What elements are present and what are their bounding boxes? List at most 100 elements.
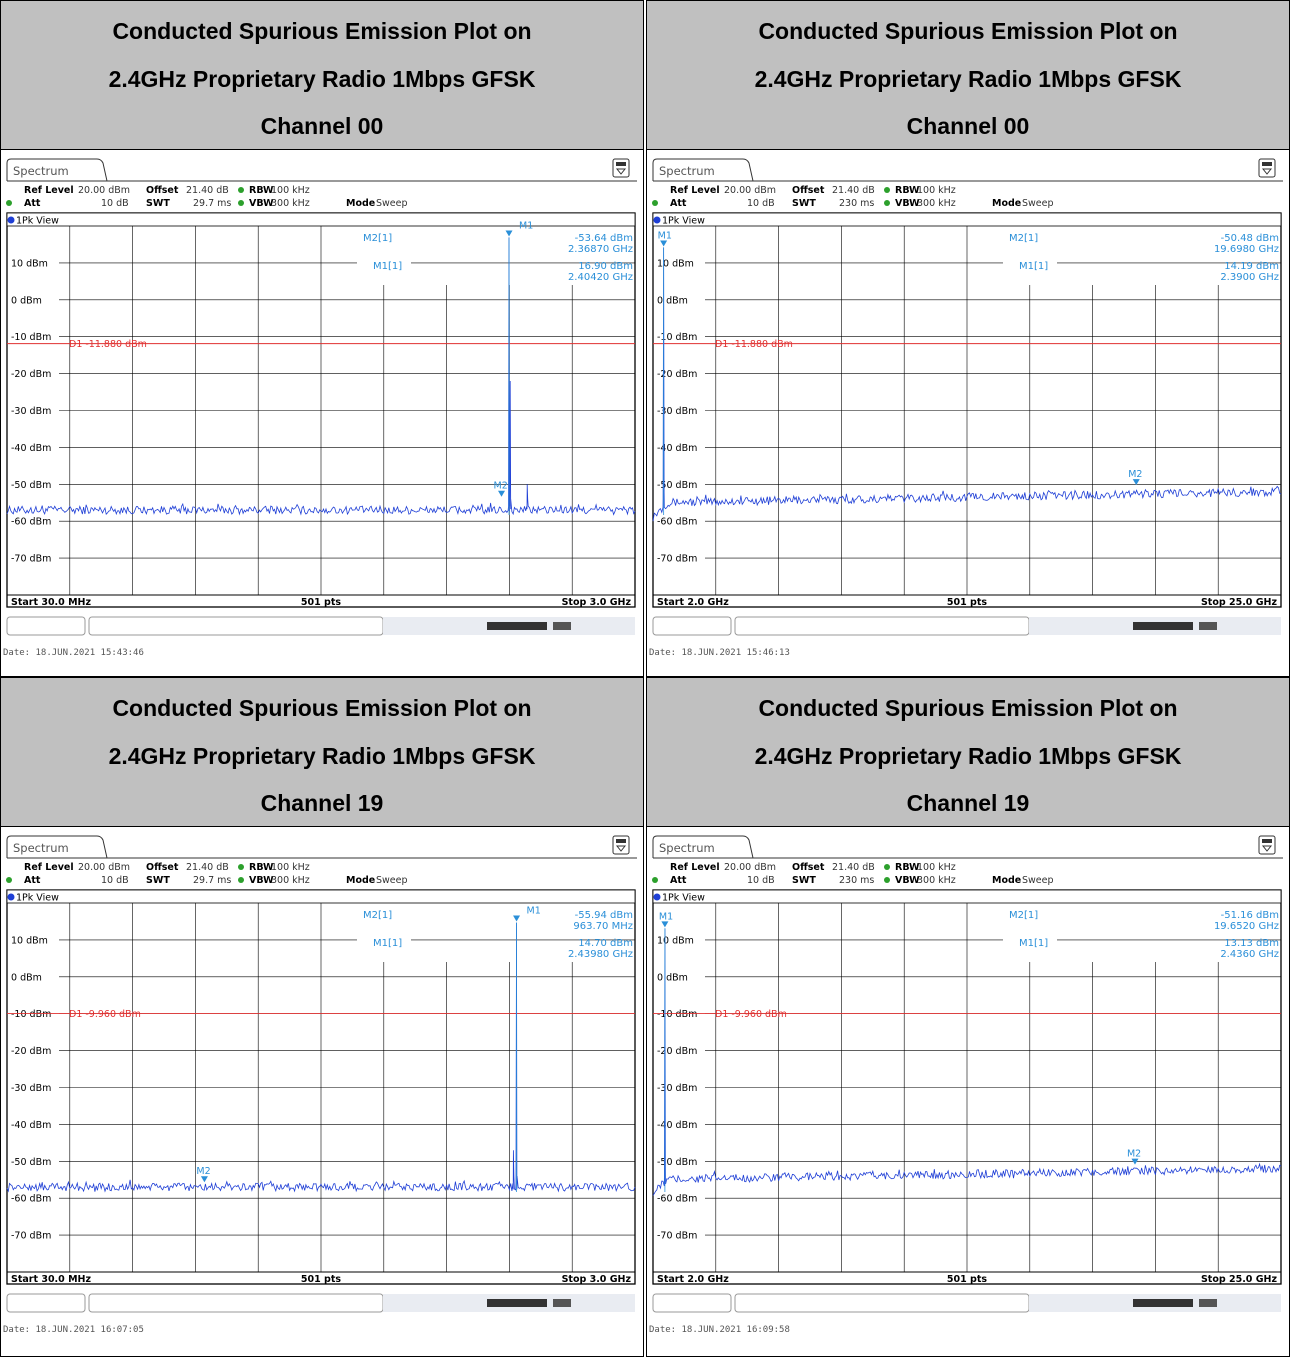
plot-layer: 10 dBm 0 dBm -10 dBm -20 dBm -30 dBm -40 dBm -… bbox=[652, 903, 1282, 1272]
vbw-label: VBW bbox=[895, 875, 920, 886]
rbw-value: 100 kHz bbox=[917, 862, 956, 873]
spectrum-analyzer-screenshot: Spectrum Ref Level 20.00 dBm Offset 21.4… bbox=[1, 828, 642, 1348]
plot-title-line3: Channel 19 bbox=[260, 790, 384, 816]
spectrum-tab[interactable] bbox=[652, 158, 754, 182]
trace-1 bbox=[6, 922, 636, 1193]
trace-view-label: 1Pk View bbox=[16, 893, 59, 904]
marker-m2-level: -55.94 dBm bbox=[575, 910, 633, 921]
trace-indicator-icon bbox=[653, 216, 661, 224]
att-value: 10 dB bbox=[747, 198, 775, 209]
marker-m2-icon bbox=[1132, 479, 1140, 486]
plot-title-line2: 2.4GHz Proprietary Radio 1Mbps GFSK bbox=[108, 743, 536, 769]
y-tick-label: -60 dBm bbox=[657, 517, 697, 528]
display-line-label: D1 -9.960 dBm bbox=[715, 1009, 787, 1020]
marker-m1-level: 16.90 dBm bbox=[578, 261, 633, 272]
spectrum-tab[interactable] bbox=[6, 158, 108, 182]
y-tick-label: -10 dBm bbox=[11, 1009, 51, 1020]
y-tick-label: -30 dBm bbox=[11, 1083, 51, 1094]
y-tick-label: -40 dBm bbox=[11, 443, 51, 454]
capture-date: Date: 18.JUN.2021 16:09:58 bbox=[649, 1325, 790, 1335]
plot-cell: Conducted Spurious Emission Plot on 2.4G… bbox=[646, 677, 1290, 1357]
marker-m1-tag: M1 bbox=[519, 220, 533, 231]
y-tick-label: -60 dBm bbox=[11, 1194, 51, 1205]
marker-m2-tag: M2 bbox=[1128, 469, 1142, 480]
settings-icon[interactable] bbox=[1258, 158, 1276, 178]
spectrum-analyzer-screenshot: Spectrum Ref Level 20.00 dBm Offset 21.4… bbox=[647, 151, 1288, 671]
marker-m1-label: M1[1] bbox=[373, 261, 402, 272]
att-label: Att bbox=[24, 198, 41, 209]
swt-label: SWT bbox=[146, 875, 170, 886]
marker-m1-level: 14.70 dBm bbox=[578, 938, 633, 949]
offset-value: 21.40 dB bbox=[186, 185, 229, 196]
marker-m1-label: M1[1] bbox=[373, 938, 402, 949]
rbw-value: 100 kHz bbox=[271, 185, 310, 196]
start-frequency: Start 2.0 GHz bbox=[657, 597, 729, 608]
rbw-label: RBW bbox=[895, 185, 920, 196]
rbw-label: RBW bbox=[895, 862, 920, 873]
mode-label: Mode bbox=[992, 875, 1021, 886]
spectrum-tab[interactable] bbox=[652, 835, 754, 859]
plot-title-line1: Conducted Spurious Emission Plot on bbox=[758, 18, 1178, 44]
ref-level-label: Ref Level bbox=[670, 862, 720, 873]
rbw-value: 100 kHz bbox=[271, 862, 310, 873]
plot-title-line2: 2.4GHz Proprietary Radio 1Mbps GFSK bbox=[754, 743, 1182, 769]
mode-label: Mode bbox=[346, 198, 375, 209]
stop-frequency: Stop 3.0 GHz bbox=[562, 597, 632, 608]
plot-cell: Conducted Spurious Emission Plot on 2.4G… bbox=[646, 0, 1290, 677]
plot-title-header: Conducted Spurious Emission Plot on 2.4G… bbox=[1, 1, 643, 150]
spectrum-tab[interactable] bbox=[6, 835, 108, 859]
settings-icon[interactable] bbox=[612, 158, 630, 178]
marker-m2-frequency: 963.70 MHz bbox=[573, 921, 633, 932]
sweep-points: 501 pts bbox=[947, 597, 987, 608]
marker-m1-label: M1[1] bbox=[1019, 938, 1048, 949]
marker-m1-level: 14.19 dBm bbox=[1224, 261, 1279, 272]
plot-cell: Conducted Spurious Emission Plot on 2.4G… bbox=[0, 677, 644, 1357]
capture-date: Date: 18.JUN.2021 15:46:13 bbox=[649, 648, 790, 658]
marker-m1-icon bbox=[660, 240, 668, 247]
offset-label: Offset bbox=[792, 862, 825, 873]
settings-icon[interactable] bbox=[1258, 835, 1276, 855]
y-tick-label: -30 dBm bbox=[11, 406, 51, 417]
att-value: 10 dB bbox=[101, 198, 129, 209]
marker-m1-frequency: 2.43980 GHz bbox=[568, 949, 633, 960]
y-tick-label: -20 dBm bbox=[657, 369, 697, 380]
status-bar bbox=[652, 616, 1281, 636]
trace-1 bbox=[6, 237, 636, 516]
offset-value: 21.40 dB bbox=[832, 185, 875, 196]
trace-indicator-icon bbox=[7, 216, 15, 224]
marker-m2-level: -53.64 dBm bbox=[575, 233, 633, 244]
marker-m2-tag: M2 bbox=[1127, 1149, 1141, 1160]
spectrum-tab-label: Spectrum bbox=[659, 164, 715, 178]
marker-m1-tag: M1 bbox=[527, 906, 541, 917]
display-line-label: D1 -9.960 dBm bbox=[69, 1009, 141, 1020]
swt-value: 29.7 ms bbox=[193, 875, 231, 886]
marker-m2-label: M2[1] bbox=[363, 910, 392, 921]
trace-view-label: 1Pk View bbox=[662, 216, 705, 227]
coupled-indicator-icon bbox=[884, 187, 890, 193]
spectrum-analyzer-screenshot: Spectrum Ref Level 20.00 dBm Offset 21.4… bbox=[647, 828, 1288, 1348]
plot-title-line1: Conducted Spurious Emission Plot on bbox=[758, 695, 1178, 721]
ref-level-value: 20.00 dBm bbox=[724, 862, 776, 873]
marker-m1-label: M1[1] bbox=[1019, 261, 1048, 272]
settings-icon[interactable] bbox=[612, 835, 630, 855]
marker-m2-label: M2[1] bbox=[363, 233, 392, 244]
y-tick-label: 10 dBm bbox=[657, 935, 694, 946]
marker-m2-icon bbox=[1131, 1158, 1139, 1165]
trace-view-label: 1Pk View bbox=[16, 216, 59, 227]
plot-title-line2: 2.4GHz Proprietary Radio 1Mbps GFSK bbox=[754, 66, 1182, 92]
y-tick-label: -20 dBm bbox=[11, 1046, 51, 1057]
att-value: 10 dB bbox=[101, 875, 129, 886]
mode-value: Sweep bbox=[376, 875, 408, 886]
offset-label: Offset bbox=[146, 185, 179, 196]
vbw-label: VBW bbox=[895, 198, 920, 209]
start-frequency: Start 2.0 GHz bbox=[657, 1274, 729, 1285]
y-tick-label: -10 dBm bbox=[657, 1009, 697, 1020]
y-tick-label: -40 dBm bbox=[657, 443, 697, 454]
att-indicator-icon bbox=[6, 877, 12, 883]
y-tick-label: -40 dBm bbox=[11, 1120, 51, 1131]
trace-view-label: 1Pk View bbox=[662, 893, 705, 904]
rbw-label: RBW bbox=[249, 862, 274, 873]
swt-value: 29.7 ms bbox=[193, 198, 231, 209]
trace-1 bbox=[652, 928, 1282, 1196]
vbw-value: 300 kHz bbox=[917, 198, 956, 209]
